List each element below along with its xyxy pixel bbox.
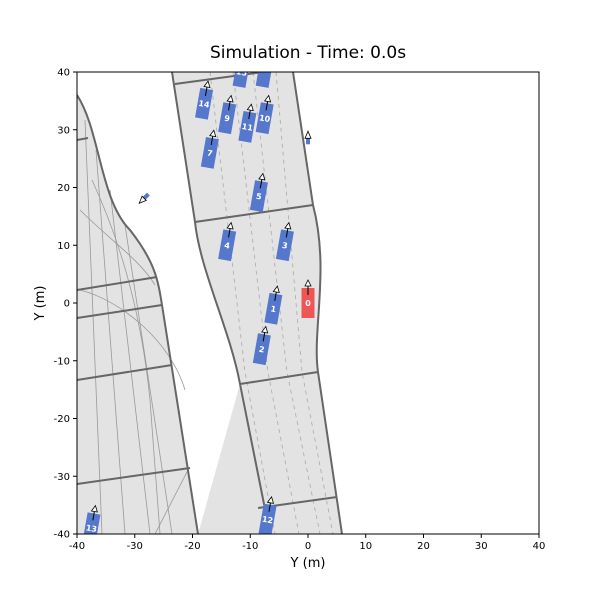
heading-arrow-icon: [209, 129, 217, 138]
vehicle-id-label: 3: [281, 241, 288, 251]
vehicle-body: [264, 292, 283, 325]
chart-title: Simulation - Time: 0.0s: [210, 43, 406, 63]
vehicle-id-label: 4: [224, 241, 231, 251]
vehicle: 7: [200, 129, 219, 169]
pedestrian: [138, 192, 150, 204]
x-tick-label: -20: [184, 541, 200, 552]
vehicle-body: [255, 102, 274, 135]
vehicle-id-label: 2: [258, 345, 265, 355]
vehicle-id-label: 0: [305, 299, 311, 308]
right-road-boundaries: [171, 72, 343, 534]
heading-arrow-icon: [304, 130, 312, 139]
vehicle-id-label: 14: [198, 99, 211, 110]
pedestrian-body: [142, 192, 150, 200]
x-tick-label: -30: [127, 541, 143, 552]
heading-arrow-icon: [284, 221, 292, 230]
x-tick-label: 10: [359, 541, 372, 552]
y-tick-label: 10: [57, 241, 70, 252]
heading-arrow-icon: [226, 221, 234, 230]
vehicle-body: [200, 136, 219, 169]
vehicle-body: [218, 102, 237, 135]
heading-arrow-icon: [261, 325, 269, 334]
y-tick-label: -30: [54, 472, 70, 483]
vehicle-id-label: 15: [235, 67, 248, 78]
vehicle-id-label: 10: [258, 113, 271, 124]
x-tick-label: 0: [305, 541, 311, 552]
vehicle: 9: [218, 94, 237, 135]
vehicle: 15: [232, 67, 251, 88]
vehicle-id-label: 11: [241, 122, 254, 133]
right-road-surface: [172, 72, 342, 534]
vehicle: 4: [218, 221, 237, 262]
vehicle-id-label: 12: [261, 515, 274, 526]
heading-arrow-icon: [263, 94, 272, 103]
y-tick-label: 30: [57, 125, 70, 136]
vehicle-id-label: 9: [224, 114, 231, 124]
vehicle: [255, 72, 274, 88]
vehicle-body: [255, 72, 274, 88]
y-axis-ticks: -40 -30 -20 -10 0 10 20 30 40: [54, 68, 77, 541]
vehicle-body: [301, 288, 315, 318]
y-tick-label: -10: [54, 356, 70, 367]
left-road-boundaries: [77, 94, 199, 534]
x-axis-ticks: -40 -30 -20 -10 0 10 20 30 40: [69, 534, 546, 552]
vehicle-body: [238, 110, 257, 143]
vehicle: 11: [238, 103, 257, 143]
pedestrian: [304, 130, 312, 145]
vehicle-id-label: 1: [270, 304, 277, 314]
heading-arrow-icon: [304, 279, 312, 287]
vehicle: 2: [252, 325, 271, 366]
vehicle-body: [232, 72, 251, 88]
y-tick-label: -40: [54, 530, 70, 541]
x-tick-label: -40: [69, 541, 85, 552]
vehicle-body: [252, 333, 271, 366]
vehicle: 1: [264, 285, 283, 325]
heading-arrow-icon: [90, 504, 98, 513]
pedestrian-body: [306, 138, 310, 145]
heading-arrow-icon: [226, 94, 234, 103]
vehicle: 13: [82, 504, 101, 534]
vehicle-body: [195, 87, 214, 120]
x-tick-label: 20: [417, 541, 430, 552]
x-axis-label: Y (m): [290, 556, 326, 571]
left-road-surface: [77, 95, 198, 534]
vehicle-body: [275, 229, 294, 262]
vehicle: 10: [255, 94, 274, 135]
x-tick-label: 40: [533, 541, 546, 552]
vehicle-body: [218, 229, 237, 262]
vehicle-id-label: 7: [206, 148, 213, 158]
vehicle: 12: [258, 496, 277, 534]
vehicle: 3: [275, 221, 294, 262]
vehicle-body: [258, 503, 277, 534]
y-tick-label: -20: [54, 414, 70, 425]
heading-arrow-icon: [246, 103, 254, 112]
heading-arrow-icon: [138, 195, 148, 204]
x-tick-label: -10: [242, 541, 258, 552]
vehicle: 5: [249, 172, 268, 213]
vehicle: 14: [195, 80, 214, 120]
y-axis-label: Y (m): [33, 286, 48, 322]
vehicle-body: [249, 180, 268, 213]
ego-vehicle: 0: [301, 279, 315, 318]
road-map: [77, 72, 343, 534]
heading-arrow-icon: [272, 285, 280, 294]
y-tick-label: 40: [57, 68, 70, 79]
y-tick-label: 0: [64, 299, 70, 310]
pedestrians-layer: [138, 130, 312, 204]
vehicle-id-label: 5: [255, 192, 262, 202]
heading-arrow-icon: [203, 80, 211, 89]
heading-arrow-icon: [258, 172, 266, 181]
y-tick-label: 20: [57, 183, 70, 194]
vehicle-body: [82, 512, 101, 534]
heading-arrow-icon: [266, 496, 275, 504]
x-tick-label: 30: [475, 541, 488, 552]
right-road-lane-lines: [209, 72, 334, 534]
vehicle-id-label: 13: [85, 523, 98, 534]
